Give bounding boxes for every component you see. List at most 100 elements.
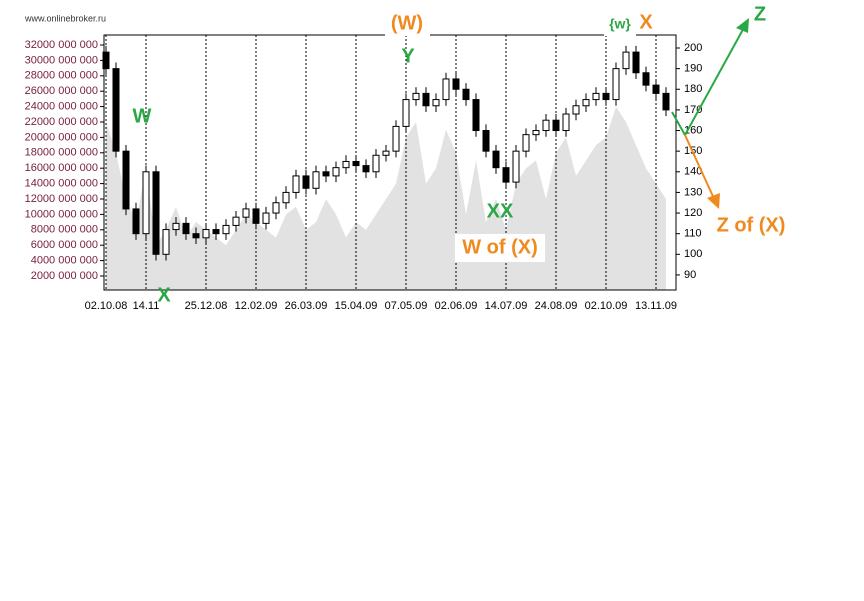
label-bg [604, 14, 636, 36]
candle-body [462, 88, 470, 101]
arrowhead [736, 18, 749, 33]
candle-body [182, 222, 190, 235]
arrow [684, 23, 747, 136]
volume-area [106, 106, 666, 290]
x-tick-label: 15.04.09 [335, 300, 378, 312]
candle-body [292, 175, 300, 193]
y-tick-label: 22000 000 000 [25, 116, 98, 128]
candle-body [632, 51, 640, 74]
candle-body [262, 212, 270, 224]
candle-body [582, 99, 590, 107]
annotation: XX [487, 200, 514, 222]
candle-body [562, 113, 570, 132]
candle-body [422, 92, 430, 107]
candle-body [652, 84, 660, 94]
candle-body [482, 130, 490, 152]
candle-body [282, 191, 290, 204]
x-tick-label: 26.03.09 [285, 300, 328, 312]
arrow [671, 111, 686, 136]
x-tick-label: 02.10.08 [85, 300, 128, 312]
x-tick-label: 14.07.09 [485, 300, 528, 312]
y-tick-label: 24000 000 000 [25, 101, 98, 113]
y-tick-label: 30000 000 000 [25, 54, 98, 66]
candle-body [152, 171, 160, 255]
candle-body [172, 222, 180, 231]
candle-body [142, 171, 150, 235]
candle-body [222, 224, 230, 235]
annotation: W of (X) [462, 236, 538, 258]
annotation: Z [754, 3, 766, 25]
annotation: {w} [609, 16, 631, 32]
annotation: W [133, 105, 152, 127]
candle-body [122, 150, 130, 210]
candle-body [392, 125, 400, 152]
label-bg [455, 234, 545, 262]
candle-body [112, 68, 120, 152]
candle-body [132, 208, 140, 235]
candle-body [372, 154, 380, 173]
candle-body [212, 229, 220, 235]
y2-tick-label: 110 [684, 228, 702, 240]
annotation: X [639, 11, 653, 33]
arrow [684, 134, 717, 204]
candle-body [502, 167, 510, 183]
candle-body [232, 216, 240, 226]
annotation: Y [401, 45, 415, 67]
x-tick-label: 02.10.09 [585, 300, 628, 312]
candle-body [622, 51, 630, 70]
y2-tick-label: 100 [684, 248, 702, 260]
candle-body [432, 99, 440, 107]
candle-body [552, 119, 560, 132]
candle-body [202, 229, 210, 239]
y2-tick-label: 190 [684, 63, 702, 75]
candle-body [332, 167, 340, 177]
y-tick-label: 4000 000 000 [31, 254, 98, 266]
candle-body [512, 150, 520, 183]
watermark: www.onlinebroker.ru [24, 13, 106, 23]
y-tick-label: 26000 000 000 [25, 85, 98, 97]
y2-tick-label: 130 [684, 186, 702, 198]
candle-body [192, 233, 200, 239]
candle-body [452, 78, 460, 90]
candle-body [662, 92, 670, 111]
y-tick-label: 32000 000 000 [25, 39, 98, 51]
candle-body [302, 175, 310, 189]
candle-body [522, 134, 530, 152]
candle-body [312, 171, 320, 189]
x-tick-label: 14.11 [133, 300, 160, 312]
candle-body [472, 99, 480, 132]
candle-body [542, 119, 550, 132]
label-bg [385, 10, 430, 36]
candle-body [532, 130, 540, 136]
y-tick-label: 16000 000 000 [25, 162, 98, 174]
candle-body [382, 150, 390, 156]
candle-body [642, 72, 650, 86]
y2-tick-label: 180 [684, 83, 702, 95]
y2-tick-label: 140 [684, 166, 702, 178]
annotation: Z of (X) [717, 214, 786, 236]
y-tick-label: 2000 000 000 [31, 270, 98, 282]
y-tick-label: 28000 000 000 [25, 70, 98, 82]
y-tick-label: 14000 000 000 [25, 178, 98, 190]
x-tick-label: 13.11.09 [635, 300, 677, 312]
y-tick-label: 10000 000 000 [25, 208, 98, 220]
candle-body [442, 78, 450, 101]
candle-body [252, 208, 260, 224]
annotation: X [157, 284, 171, 306]
candle-body [572, 105, 580, 115]
y-tick-label: 8000 000 000 [31, 224, 98, 236]
candle-body [352, 160, 360, 167]
candle-body [492, 150, 500, 169]
y2-tick-label: 120 [684, 207, 702, 219]
y-tick-label: 6000 000 000 [31, 239, 98, 251]
x-tick-label: 24.08.09 [535, 300, 578, 312]
y-tick-label: 20000 000 000 [25, 131, 98, 143]
candle-body [362, 165, 370, 173]
candle-body [602, 92, 610, 101]
x-tick-label: 25.12.08 [185, 300, 228, 312]
arrowhead [707, 193, 720, 209]
y-tick-label: 12000 000 000 [25, 193, 98, 205]
candle-body [272, 202, 280, 214]
x-tick-label: 12.02.09 [235, 300, 278, 312]
